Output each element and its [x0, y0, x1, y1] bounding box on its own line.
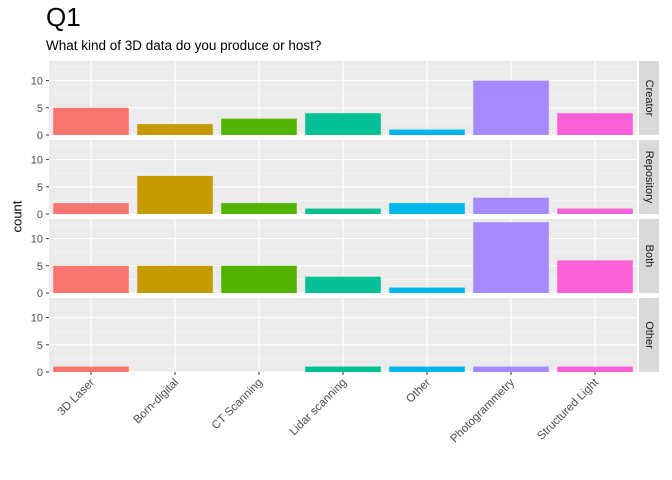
- x-tick-label: Photogrammetry: [449, 376, 518, 445]
- bar: [137, 175, 213, 214]
- y-tick-label: 5: [37, 261, 43, 273]
- bar: [473, 197, 549, 214]
- bar: [137, 124, 213, 135]
- y-tick-label: 0: [37, 209, 43, 221]
- y-tick-label: 10: [31, 234, 43, 246]
- bar: [53, 366, 129, 372]
- bar: [473, 366, 549, 372]
- y-tick-label: 5: [37, 182, 43, 194]
- bar: [557, 113, 633, 135]
- facet-strip-label: Both: [643, 245, 655, 268]
- facet-strip: [639, 61, 659, 135]
- bar: [305, 113, 381, 135]
- x-tick-label: Born-digital: [132, 377, 182, 427]
- bar: [53, 265, 129, 293]
- y-tick-label: 10: [31, 155, 43, 167]
- y-axis-title: count: [10, 200, 25, 232]
- bar: [557, 260, 633, 293]
- x-tick-label: 3D Laser: [56, 377, 98, 419]
- bar: [473, 80, 549, 135]
- facet-strip-label: Creator: [643, 80, 655, 117]
- y-tick-label: 0: [37, 130, 43, 142]
- bar: [53, 203, 129, 214]
- facet-strip-label: Other: [643, 321, 655, 349]
- bar: [389, 129, 465, 135]
- y-tick-label: 5: [37, 340, 43, 352]
- x-tick-label: CT Scanning: [210, 377, 265, 432]
- facet-strip: [639, 298, 659, 372]
- bar: [221, 118, 297, 135]
- bar: [389, 203, 465, 214]
- facet-strip-label: Repository: [643, 151, 655, 204]
- bar: [221, 265, 297, 293]
- bar: [557, 366, 633, 372]
- chart-subtitle: What kind of 3D data do you produce or h…: [46, 38, 322, 53]
- y-tick-label: 0: [37, 367, 43, 379]
- bar: [137, 265, 213, 293]
- bar: [473, 222, 549, 293]
- facet-strip: [639, 219, 659, 293]
- bar: [389, 287, 465, 293]
- bar: [53, 107, 129, 135]
- x-tick-label: Other: [404, 377, 433, 406]
- facet-strip: [639, 140, 659, 214]
- bar: [305, 208, 381, 214]
- bar: [305, 276, 381, 293]
- y-tick-label: 10: [31, 76, 43, 88]
- bar: [305, 366, 381, 372]
- x-tick-label: Structured Light: [535, 376, 601, 442]
- bar: [221, 203, 297, 214]
- y-tick-label: 5: [37, 103, 43, 115]
- bar: [557, 208, 633, 214]
- y-tick-label: 0: [37, 288, 43, 300]
- bar: [389, 366, 465, 372]
- x-tick-label: Lidar scanning: [288, 377, 349, 438]
- y-tick-label: 10: [31, 313, 43, 325]
- chart-title: Q1: [46, 2, 81, 32]
